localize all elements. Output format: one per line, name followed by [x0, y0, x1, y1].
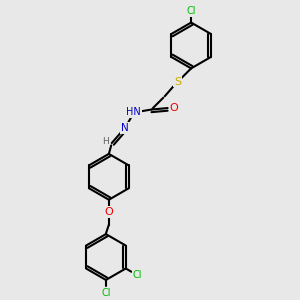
Text: H: H — [102, 137, 109, 146]
Text: O: O — [104, 207, 113, 218]
Text: Cl: Cl — [186, 6, 196, 16]
Text: Cl: Cl — [101, 288, 111, 298]
Text: N: N — [121, 123, 129, 133]
Text: S: S — [174, 76, 182, 87]
Text: Cl: Cl — [133, 270, 142, 280]
Text: O: O — [170, 103, 178, 113]
Text: HN: HN — [127, 107, 141, 118]
